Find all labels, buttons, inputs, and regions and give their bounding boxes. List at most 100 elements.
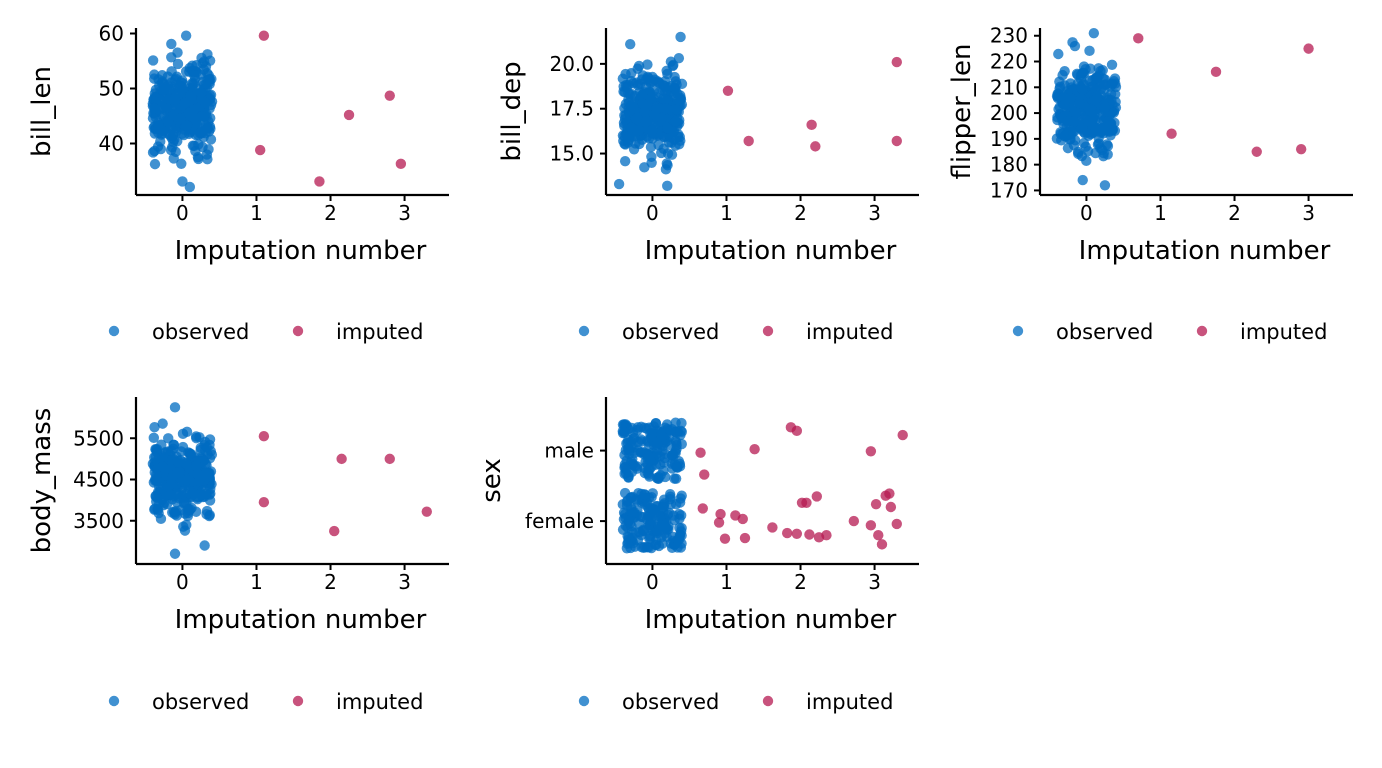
- imputed-point: [804, 529, 815, 540]
- y-tick-label: 15.0: [549, 142, 594, 166]
- observed-point: [653, 139, 664, 151]
- x-tick-label: 3: [868, 570, 881, 594]
- observed-point: [619, 110, 630, 121]
- x-tick-label: 2: [794, 201, 807, 225]
- observed-point: [670, 115, 682, 127]
- imputed-point: [421, 506, 432, 517]
- imputed-point: [395, 158, 407, 170]
- x-tick-label: 3: [1302, 201, 1315, 225]
- observed-point: [656, 532, 667, 543]
- y-tick-label: 180: [990, 153, 1028, 177]
- observed-point: [151, 469, 162, 480]
- legend-label-observed: observed: [152, 690, 249, 714]
- y-tick-label: 4500: [73, 468, 124, 492]
- x-tick-label: 2: [324, 201, 337, 225]
- observed-point: [632, 79, 644, 91]
- observed-point: [662, 180, 673, 192]
- legend: observed imputed: [108, 320, 423, 344]
- observed-point: [669, 89, 681, 101]
- legend-key-imputed: [762, 695, 774, 707]
- legend: observed imputed: [578, 690, 893, 714]
- observed-point: [195, 87, 207, 99]
- x-axis-title: Imputation number: [645, 605, 897, 635]
- imputed-point: [801, 497, 812, 508]
- observed-point: [623, 471, 634, 483]
- observed-point: [149, 452, 160, 463]
- observed-point: [668, 59, 679, 71]
- imputed-point: [791, 425, 803, 437]
- panel-sex: 0 1 2 3 female male Imputation number sex observ…: [477, 397, 919, 714]
- imputed-point: [884, 488, 895, 499]
- panel-bill_len: 0 1 2 3 40 50 60 Imputation number bill_lenobser…: [27, 22, 449, 344]
- observed-point: [151, 492, 163, 503]
- observed-point: [180, 458, 192, 470]
- x-tick-label: 0: [646, 201, 659, 225]
- observed-point: [179, 525, 191, 536]
- imputed-point: [314, 176, 325, 187]
- observed-point: [646, 151, 657, 162]
- imputed-point: [865, 446, 877, 457]
- observed-point: [623, 443, 634, 454]
- observed-point: [180, 30, 192, 41]
- observed-point: [1097, 65, 1108, 76]
- observed-point: [676, 522, 687, 534]
- observed-point: [675, 425, 686, 437]
- x-tick-label: 1: [250, 570, 263, 594]
- observed-point: [1082, 146, 1094, 157]
- observed-point: [1099, 102, 1110, 114]
- observed-point: [659, 522, 671, 533]
- observed-point: [153, 120, 164, 131]
- observed-point: [663, 137, 675, 148]
- imputed-point: [737, 513, 748, 525]
- imputed-point: [891, 135, 902, 147]
- imputed-point: [1133, 33, 1144, 44]
- x-tick-label: 0: [176, 201, 189, 225]
- y-tick-label: 230: [990, 24, 1028, 48]
- imputed-point: [699, 469, 710, 480]
- observed-point: [201, 149, 213, 160]
- observed-point: [150, 443, 161, 455]
- observed-point: [620, 68, 631, 80]
- observed-point: [205, 134, 217, 145]
- observed-point: [654, 451, 666, 462]
- x-axis-title: Imputation number: [645, 236, 897, 266]
- observed-point: [1054, 101, 1066, 113]
- observed-point: [149, 158, 161, 170]
- legend-key-observed: [108, 695, 120, 707]
- observed-point: [177, 176, 188, 187]
- observed-point: [639, 106, 650, 117]
- observed-point: [1053, 48, 1064, 60]
- legend: observed imputed: [108, 690, 423, 714]
- observed-point: [1099, 180, 1111, 191]
- x-tick-label: 3: [398, 201, 411, 225]
- legend-label-imputed: imputed: [336, 690, 423, 714]
- imputed-point: [719, 533, 731, 544]
- imputed-point: [336, 453, 347, 465]
- imputed-point: [891, 56, 902, 68]
- observed-point: [175, 113, 186, 124]
- observed-point: [656, 147, 667, 159]
- observed-point: [634, 527, 645, 538]
- observed-point: [193, 139, 204, 150]
- observed-point: [1081, 155, 1092, 167]
- y-axis-title: flipper_len: [947, 44, 977, 180]
- x-axis-title: Imputation number: [1079, 236, 1331, 266]
- observed-point: [168, 153, 179, 164]
- observed-point: [672, 534, 684, 546]
- observed-point: [172, 58, 184, 70]
- imputed-point: [1166, 128, 1177, 139]
- observed-point: [176, 77, 187, 88]
- observed-point: [166, 445, 177, 457]
- imputed-point: [258, 30, 270, 41]
- observed-point: [638, 542, 649, 553]
- observed-point: [200, 458, 211, 469]
- observed-point: [676, 78, 688, 90]
- observed-point: [205, 89, 217, 101]
- observed-point: [676, 438, 687, 450]
- observed-point: [1105, 81, 1116, 92]
- observed-point: [668, 510, 679, 521]
- y-tick-label: 60: [99, 22, 124, 46]
- observed-point: [190, 460, 202, 471]
- observed-point: [1072, 146, 1084, 158]
